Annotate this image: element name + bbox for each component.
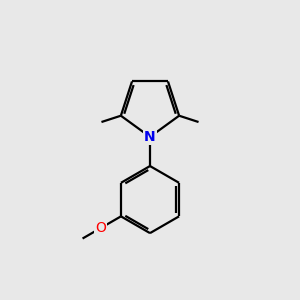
Text: O: O bbox=[95, 221, 106, 235]
Text: N: N bbox=[144, 130, 156, 144]
